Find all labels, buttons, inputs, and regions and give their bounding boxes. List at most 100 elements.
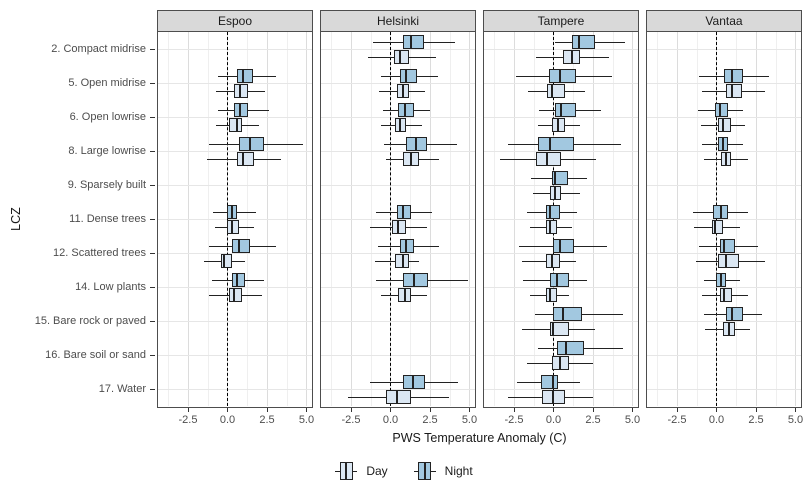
gridline-horizontal bbox=[158, 117, 312, 118]
x-axis-tick-label: 2.5 bbox=[585, 414, 601, 426]
gridline-horizontal bbox=[647, 151, 801, 152]
night-boxplot-box bbox=[545, 205, 560, 219]
day-boxplot-median bbox=[724, 254, 727, 268]
panel-plot-area bbox=[158, 32, 312, 406]
night-boxplot-box bbox=[232, 239, 250, 253]
legend-key-day: Day bbox=[335, 460, 388, 482]
night-boxplot-box bbox=[725, 307, 744, 321]
night-boxplot-box bbox=[403, 375, 426, 389]
gridline-horizontal bbox=[647, 253, 801, 254]
day-boxplot-median bbox=[549, 288, 552, 302]
category-label: 6. Open lowrise bbox=[69, 111, 146, 123]
night-boxplot-box bbox=[232, 273, 245, 287]
night-boxplot-median bbox=[554, 171, 557, 185]
gridline-horizontal bbox=[158, 151, 312, 152]
night-boxplot-median bbox=[560, 103, 563, 117]
x-axis-tick bbox=[553, 408, 555, 412]
night-boxplot-box bbox=[238, 137, 264, 151]
gridline-horizontal bbox=[484, 253, 638, 254]
x-axis-tick-label: -2.5 bbox=[341, 414, 361, 426]
night-boxplot-median bbox=[720, 273, 723, 287]
night-boxplot-median bbox=[555, 273, 558, 287]
gridline-horizontal bbox=[647, 117, 801, 118]
day-boxplot-median bbox=[398, 50, 401, 64]
x-axis-tick bbox=[390, 408, 392, 412]
night-boxplot-box bbox=[555, 103, 576, 117]
day-boxplot-median bbox=[557, 118, 560, 132]
gridline-horizontal bbox=[321, 83, 475, 84]
gridline-horizontal bbox=[647, 49, 801, 50]
panel-body bbox=[646, 32, 802, 408]
night-boxplot-box bbox=[537, 137, 575, 151]
gridline-horizontal bbox=[484, 287, 638, 288]
day-boxplot-glyph-icon bbox=[335, 460, 358, 482]
day-boxplot-box bbox=[711, 220, 723, 234]
night-boxplot-median bbox=[411, 375, 414, 389]
night-boxplot-box bbox=[398, 103, 415, 117]
facet-panel: Espoo -2.5 0.0 2.5 5.0 bbox=[157, 10, 314, 440]
facet-panels: Espoo -2.5 0.0 2.5 5.0 Helsinki -2.5 0.0 2.5 5.0 T… bbox=[157, 10, 803, 440]
day-boxplot-box bbox=[385, 390, 412, 404]
category-label: 11. Dense trees bbox=[69, 213, 146, 225]
zero-reference-line bbox=[716, 32, 718, 406]
gridline-horizontal bbox=[647, 83, 801, 84]
x-axis-tick-label: -2.5 bbox=[178, 414, 198, 426]
gridline-horizontal bbox=[321, 117, 475, 118]
x-axis-tick bbox=[592, 408, 594, 412]
gridline-horizontal bbox=[321, 151, 475, 152]
zero-reference-line bbox=[553, 32, 555, 406]
night-boxplot-median bbox=[720, 205, 723, 219]
night-boxplot-glyph-icon bbox=[413, 460, 436, 482]
x-axis-tick-label: 5.0 bbox=[624, 414, 641, 426]
gridline-horizontal bbox=[321, 49, 475, 50]
y-axis-tick bbox=[150, 83, 155, 84]
gridline-horizontal bbox=[321, 321, 475, 322]
gridline-horizontal bbox=[647, 185, 801, 186]
gridline-horizontal bbox=[321, 355, 475, 356]
night-boxplot-box bbox=[553, 239, 575, 253]
day-boxplot-median bbox=[550, 254, 553, 268]
category-label: 15. Bare rock or paved bbox=[34, 315, 146, 327]
x-axis-tick-label: 2.5 bbox=[748, 414, 764, 426]
night-boxplot-median bbox=[565, 341, 568, 355]
gridline-horizontal bbox=[484, 355, 638, 356]
gridline-horizontal bbox=[647, 287, 801, 288]
facet-panel: Tampere -2.5 0.0 2.5 5.0 bbox=[483, 10, 640, 440]
x-axis-tick bbox=[227, 408, 229, 412]
night-boxplot-median bbox=[235, 273, 238, 287]
night-boxplot-median bbox=[721, 137, 724, 151]
y-axis-tick bbox=[150, 49, 155, 50]
night-boxplot-median bbox=[414, 137, 417, 151]
day-boxplot-median bbox=[728, 322, 731, 336]
x-axis-tick-label: 0.0 bbox=[708, 414, 725, 426]
gridline-horizontal bbox=[321, 219, 475, 220]
day-boxplot-median bbox=[223, 254, 226, 268]
x-axis-tick-label: -2.5 bbox=[504, 414, 524, 426]
day-boxplot-box bbox=[221, 254, 233, 268]
night-boxplot-box bbox=[719, 239, 736, 253]
x-axis-tick bbox=[266, 408, 268, 412]
night-boxplot-median bbox=[731, 69, 734, 83]
x-axis-tick bbox=[188, 408, 189, 412]
night-boxplot-box bbox=[540, 375, 559, 389]
day-boxplot-median bbox=[398, 118, 401, 132]
night-boxplot-median bbox=[549, 137, 552, 151]
night-boxplot-median bbox=[731, 307, 734, 321]
day-boxplot-box bbox=[229, 288, 242, 302]
x-axis-tick-label: 2.5 bbox=[259, 414, 275, 426]
gridline-horizontal bbox=[158, 83, 312, 84]
legend-label-night: Night bbox=[444, 464, 473, 478]
day-boxplot-median bbox=[410, 152, 413, 166]
night-boxplot-median bbox=[403, 103, 406, 117]
x-axis-tick-label: 5.0 bbox=[298, 414, 315, 426]
day-boxplot-box bbox=[550, 322, 570, 336]
gridline-horizontal bbox=[484, 185, 638, 186]
facet-panel: Vantaa -2.5 0.0 2.5 5.0 bbox=[646, 10, 803, 440]
day-boxplot-box bbox=[547, 84, 565, 98]
day-boxplot-median bbox=[552, 390, 555, 404]
facet-panel: Helsinki -2.5 0.0 2.5 5.0 bbox=[320, 10, 477, 440]
day-boxplot-median bbox=[721, 118, 724, 132]
day-boxplot-box bbox=[236, 152, 255, 166]
y-axis-tick bbox=[150, 355, 155, 356]
